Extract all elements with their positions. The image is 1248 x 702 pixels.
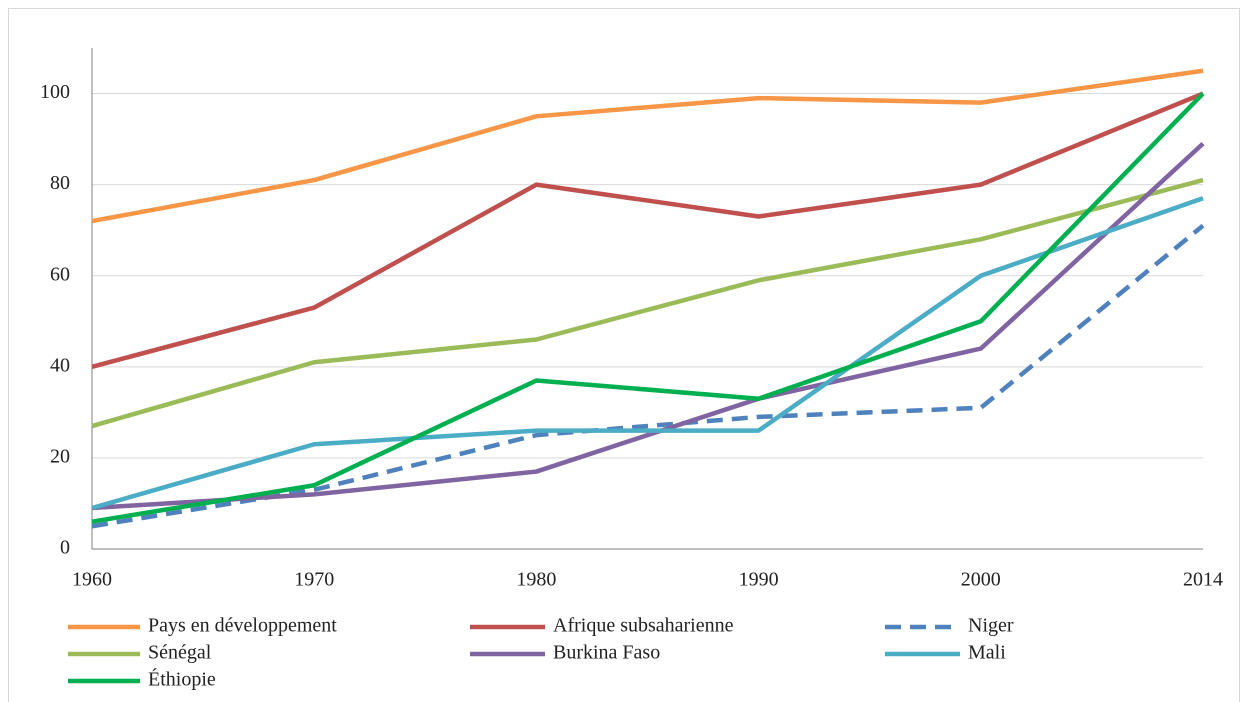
y-tick-label: 20 <box>50 446 70 468</box>
y-tick-label: 100 <box>40 81 70 103</box>
x-tick-label: 1980 <box>516 569 556 591</box>
series-line <box>91 196 1204 511</box>
series-line <box>91 68 1204 224</box>
x-tick-label: 1970 <box>294 569 334 591</box>
chart-border <box>8 8 1240 702</box>
y-tick-label: 0 <box>60 537 70 559</box>
legend-label: Éthiopie <box>148 668 216 691</box>
series-line <box>91 177 1204 429</box>
x-tick-label: 1990 <box>739 569 779 591</box>
series-line <box>91 141 1205 511</box>
legend-label: Pays en développement <box>148 615 337 637</box>
y-tick-label: 80 <box>50 172 70 194</box>
legend-label: Sénégal <box>148 642 212 664</box>
legend-label: Afrique subsaharienne <box>553 615 734 637</box>
legend-label: Niger <box>968 615 1014 637</box>
legend-label: Burkina Faso <box>553 642 660 664</box>
series-line <box>91 91 1204 369</box>
y-tick-label: 60 <box>50 263 70 285</box>
legend-label: Mali <box>968 642 1006 664</box>
x-tick-label: 1960 <box>72 569 112 591</box>
series-line <box>91 91 1205 524</box>
y-tick-label: 40 <box>50 354 70 376</box>
x-tick-label: 2014 <box>1183 569 1223 591</box>
x-tick-label: 2000 <box>961 569 1001 591</box>
